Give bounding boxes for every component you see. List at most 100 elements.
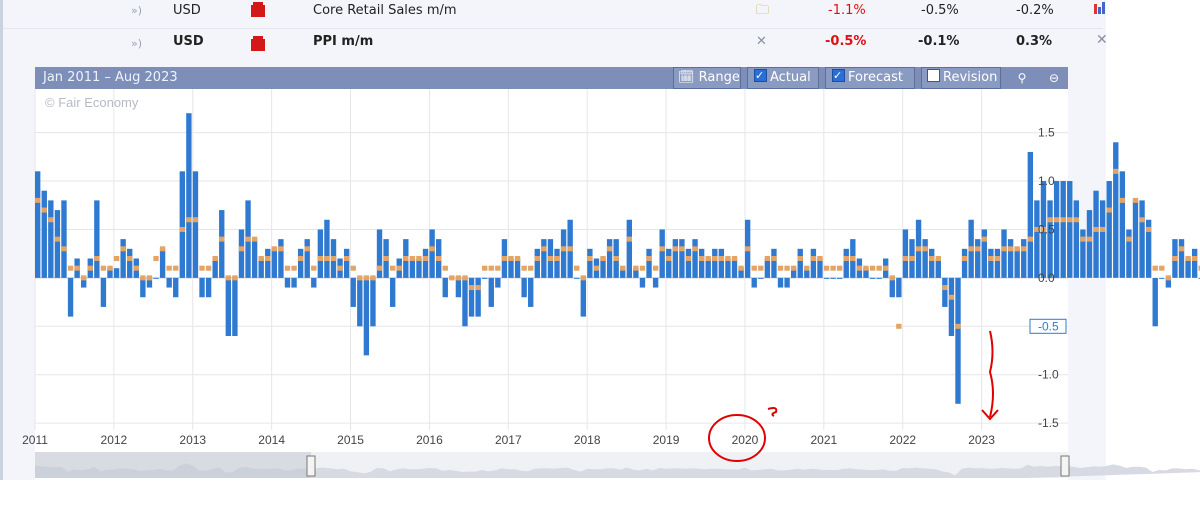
actual-bar <box>790 268 797 278</box>
zoom-out-icon[interactable]: ⊖ <box>1048 71 1060 85</box>
forecast-marker <box>278 246 284 252</box>
x-tick-label: 2018 <box>574 433 601 447</box>
actual-bar <box>1113 142 1119 278</box>
forecast-marker <box>376 265 383 271</box>
actual-bar <box>67 277 74 317</box>
annotation-arrow-line <box>988 330 994 418</box>
high-impact-icon <box>251 36 265 51</box>
y-axis: 1.5 1.0 0.5 0.0 -0.5 -1.0 -1.5 <box>1029 126 1067 430</box>
actual-bar <box>929 248 935 278</box>
forecast-marker <box>1040 226 1047 232</box>
forecast-marker <box>863 265 869 271</box>
actual-bar <box>1060 181 1066 278</box>
actual-bar <box>1007 239 1014 278</box>
actual-bar <box>389 277 396 307</box>
actual-bar <box>988 248 994 278</box>
zoom-in-icon[interactable]: ⚲ <box>1017 71 1027 85</box>
actual-bar <box>876 277 882 279</box>
actual-bar <box>1053 181 1060 278</box>
calendar-row[interactable]: ») USD PPI m/m ✕ -0.5% -0.1% 0.3% <box>3 28 1103 57</box>
actual-bar <box>113 268 120 278</box>
forecast-marker <box>988 256 994 261</box>
forecast-marker <box>324 256 330 261</box>
forecast-marker <box>600 256 606 261</box>
forecast-marker <box>975 246 981 252</box>
forecast-marker <box>889 275 895 281</box>
calendar-row[interactable]: ») USD Core Retail Sales m/m 🗀 -1.1% -0.… <box>3 0 1103 28</box>
bar-chart-icon[interactable] <box>1094 2 1106 14</box>
actual-bar <box>284 277 291 288</box>
forecast-marker <box>173 265 179 271</box>
forecast-marker <box>685 256 692 261</box>
forecast-marker <box>179 226 185 232</box>
range-button[interactable]: 🗓 Range <box>673 67 741 89</box>
x-tick-label: 2012 <box>101 433 128 447</box>
forecast-marker <box>258 256 264 261</box>
actual-bar <box>942 277 948 307</box>
actual-bar <box>370 277 376 327</box>
forecast-marker <box>1119 197 1126 203</box>
forecast-marker <box>455 275 462 281</box>
forecast-marker <box>159 246 166 252</box>
actual-bar <box>1152 277 1158 327</box>
forecast-marker <box>1113 168 1119 174</box>
actual-bar <box>843 248 849 278</box>
actual-bar <box>508 258 514 278</box>
actual-bar <box>994 248 1001 278</box>
forecast-marker <box>501 256 508 261</box>
forecast-marker <box>771 256 777 261</box>
close-x-icon[interactable]: ✕ <box>756 34 767 49</box>
actual-bar <box>442 277 448 298</box>
forecast-marker <box>429 246 435 252</box>
forecast-marker <box>100 265 107 271</box>
forecast-marker <box>528 265 534 271</box>
close-x-icon[interactable]: ✕ <box>1096 32 1108 48</box>
actual-bar <box>797 248 803 278</box>
actual-bar <box>1132 200 1139 278</box>
actual-bar <box>534 248 540 278</box>
actual-bar <box>698 248 705 278</box>
event-title[interactable]: Core Retail Sales m/m <box>313 3 457 18</box>
speaker-icon[interactable]: ») <box>131 37 143 50</box>
actual-bar <box>1139 200 1145 278</box>
forecast-marker <box>205 265 212 271</box>
actual-bar <box>764 258 771 278</box>
actual-bar <box>1185 258 1191 278</box>
forecast-marker <box>232 275 238 281</box>
forecast-marker <box>192 217 199 223</box>
forecast-marker <box>705 256 711 261</box>
actual-bar <box>1159 277 1165 279</box>
actual-bar <box>560 229 567 278</box>
forecast-marker <box>929 256 935 261</box>
actual-bar <box>620 268 626 278</box>
actual-bar <box>679 239 685 278</box>
actual-checkbox[interactable] <box>754 66 767 86</box>
actual-bar <box>1093 190 1099 278</box>
actual-bar <box>725 258 731 278</box>
range-navigator[interactable] <box>35 452 1200 478</box>
actual-bar <box>961 248 968 278</box>
navigator-handle-right <box>1060 455 1070 477</box>
forecast-marker <box>1047 217 1053 223</box>
actual-bar <box>823 277 830 279</box>
speaker-icon[interactable]: ») <box>131 4 143 17</box>
forecast-toggle[interactable]: Forecast <box>825 66 915 89</box>
folder-icon[interactable]: 🗀 <box>756 3 770 18</box>
forecast-checkbox[interactable] <box>832 66 845 86</box>
forecast-marker <box>442 265 448 271</box>
actual-toggle[interactable]: Actual <box>747 66 819 89</box>
revision-toggle[interactable]: Revision <box>921 67 1001 89</box>
page-bottom-margin <box>0 480 1200 508</box>
forecast-marker <box>475 285 481 291</box>
forecast-marker <box>738 265 744 271</box>
actual-bar <box>1001 229 1007 278</box>
actual-bar <box>1047 200 1053 278</box>
actual-bar <box>291 277 297 288</box>
forecast-marker <box>534 256 540 261</box>
forecast-marker <box>560 246 567 252</box>
revision-checkbox[interactable] <box>927 69 940 82</box>
event-title[interactable]: PPI m/m <box>313 34 374 49</box>
actual-bar <box>554 248 560 278</box>
forecast-marker <box>127 256 133 261</box>
